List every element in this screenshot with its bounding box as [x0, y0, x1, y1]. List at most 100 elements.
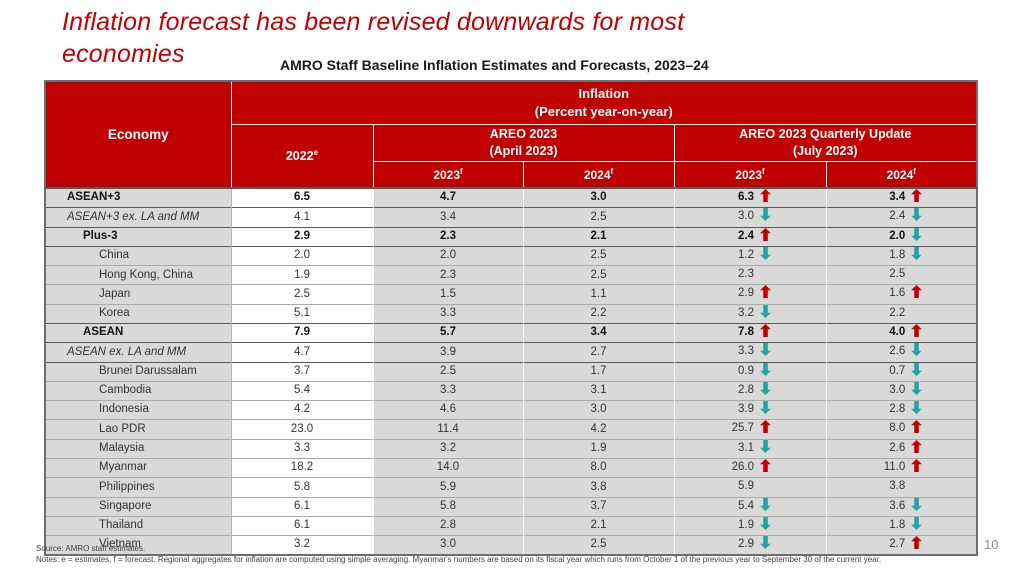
value-areo-2023: 3.9: [372, 342, 523, 363]
value-update-2023: 26.0: [673, 457, 826, 478]
table-row: Brunei Darussalam 3.7 2.5 1.7 0.9 0.7: [45, 361, 978, 382]
cell-value: 2.9: [738, 287, 754, 300]
economy-cell: Philippines: [45, 477, 232, 497]
down-arrow-icon: [760, 363, 771, 376]
cell-value: 3.3: [440, 307, 456, 320]
economy-cell: Lao PDR: [45, 419, 232, 440]
economy-cell: ASEAN+3 ex. LA and MM: [45, 207, 232, 228]
value-update-2023: 2.3: [673, 265, 826, 285]
value-areo-2024: 2.5: [522, 207, 674, 228]
value-update-2024: 2.7: [825, 535, 978, 556]
revision-arrow: [905, 343, 933, 361]
cell-value: 3.4: [440, 210, 456, 223]
column-header-areo-2023: 2023f: [372, 161, 524, 189]
table-row: Korea 5.1 3.3 2.2 3.2 2.2: [45, 303, 978, 324]
down-arrow-icon: [911, 498, 923, 511]
revision-arrow: [754, 382, 782, 399]
value-areo-2023: 3.4: [372, 207, 523, 228]
cell-value: 3.2: [440, 442, 456, 455]
cell-value: 2.5: [440, 364, 456, 377]
value-areo-2023: 2.3: [372, 226, 523, 247]
cell-value: 3.2: [738, 306, 754, 319]
cell-value: 2.0: [889, 229, 906, 242]
value-areo-2023: 14.0: [372, 457, 523, 478]
cell-value: 1.2: [738, 248, 754, 261]
value-update-2023: 3.1: [673, 438, 826, 459]
cell-value: 1.7: [590, 364, 607, 377]
slide-title-line2: economies: [62, 40, 185, 68]
cell-value: 3.0: [440, 538, 456, 551]
value-areo-2024: 3.1: [522, 380, 674, 401]
down-arrow-icon: [760, 247, 771, 260]
revision-arrow: [905, 420, 933, 438]
value-update-2024: 11.0: [825, 457, 978, 478]
economy-cell: Vietnam: [45, 535, 232, 556]
down-arrow-icon: [760, 343, 771, 357]
cell-value: 3.4: [889, 191, 906, 203]
cell-value: 2.8: [440, 519, 456, 532]
value-2022: 2.0: [231, 245, 373, 266]
cell-value: 3.9: [738, 403, 754, 416]
up-arrow-icon: [911, 285, 923, 299]
table-row: Indonesia 4.2 4.6 3.0 3.9 2.8: [45, 400, 978, 420]
value-update-2024: 8.0: [825, 419, 978, 440]
value-update-2023: 5.9: [673, 477, 826, 497]
cell-value: 1.9: [738, 518, 754, 531]
economy-cell: Singapore: [45, 496, 232, 517]
table-row: Singapore 6.1 5.8 3.7 5.4 3.6: [45, 496, 978, 517]
revision-arrow: [754, 247, 782, 264]
economy-cell: Brunei Darussalam: [45, 361, 232, 382]
inflation-group-header: Inflation (Percent year-on-year): [230, 80, 978, 125]
value-areo-2023: 11.4: [372, 419, 523, 440]
table-row: Vietnam 3.2 3.0 2.5 2.9 2.7: [45, 535, 978, 556]
subcol-label: 2023: [735, 168, 763, 182]
revision-arrow: [754, 208, 782, 226]
down-arrow-icon: [760, 440, 771, 453]
table-row: Plus-3 2.9 2.3 2.1 2.4 2.0: [45, 226, 978, 247]
revision-arrow: [905, 189, 933, 207]
cell-value: 2.0: [440, 249, 456, 262]
cell-value: 3.9: [440, 345, 456, 358]
table-title: AMRO Staff Baseline Inflation Estimates …: [280, 57, 709, 73]
value-areo-2024: 1.1: [522, 284, 674, 305]
revision-arrow: [905, 324, 933, 341]
subcol-label: 2024: [886, 168, 914, 182]
cell-value: 3.4: [590, 326, 607, 339]
value-update-2023: 3.2: [673, 303, 826, 324]
revision-arrow: [754, 285, 782, 303]
cell-value: 3.0: [590, 191, 607, 204]
areo-2023-group-header: AREO 2023 (April 2023): [372, 124, 675, 162]
economy-cell: Plus-3: [45, 226, 232, 247]
value-update-2024: 2.4: [825, 207, 978, 228]
revision-arrow: [754, 401, 782, 419]
cell-value: 2.5: [590, 249, 607, 262]
column-header-2022-label: 2022: [285, 149, 314, 164]
economy-cell: Thailand: [45, 515, 232, 536]
cell-value: 8.0: [590, 461, 607, 474]
revision-arrow: [905, 285, 933, 303]
up-arrow-icon: [760, 459, 771, 472]
value-2022: 4.7: [231, 342, 373, 363]
down-arrow-icon: [760, 401, 771, 415]
cell-value: 2.2: [590, 307, 607, 320]
revision-arrow: [905, 536, 933, 554]
value-areo-2023: 1.5: [372, 284, 523, 305]
value-areo-2024: 2.2: [522, 303, 674, 324]
value-areo-2024: 3.4: [522, 322, 674, 343]
value-2022: 2.5: [231, 284, 373, 305]
table-row: Malaysia 3.3 3.2 1.9 3.1 2.6: [45, 438, 978, 459]
slide-title-line1: Inflation forecast has been revised down…: [62, 8, 685, 36]
cell-value: 2.5: [590, 538, 607, 551]
value-2022: 4.1: [231, 207, 373, 228]
table-row: Philippines 5.8 5.9 3.8 5.9 3.8: [45, 477, 978, 497]
revision-arrow: [905, 363, 933, 380]
cell-value: 2.5: [590, 210, 607, 223]
value-update-2023: 1.9: [673, 515, 826, 536]
value-2022: 5.8: [231, 477, 373, 497]
cell-value: 0.7: [889, 364, 906, 377]
cell-value: 3.3: [738, 345, 754, 358]
value-update-2023: 3.9: [673, 400, 826, 420]
source-note: Source: AMRO staff estimates.: [36, 544, 146, 553]
value-areo-2024: 3.0: [522, 400, 674, 420]
value-areo-2024: 2.1: [522, 226, 674, 247]
